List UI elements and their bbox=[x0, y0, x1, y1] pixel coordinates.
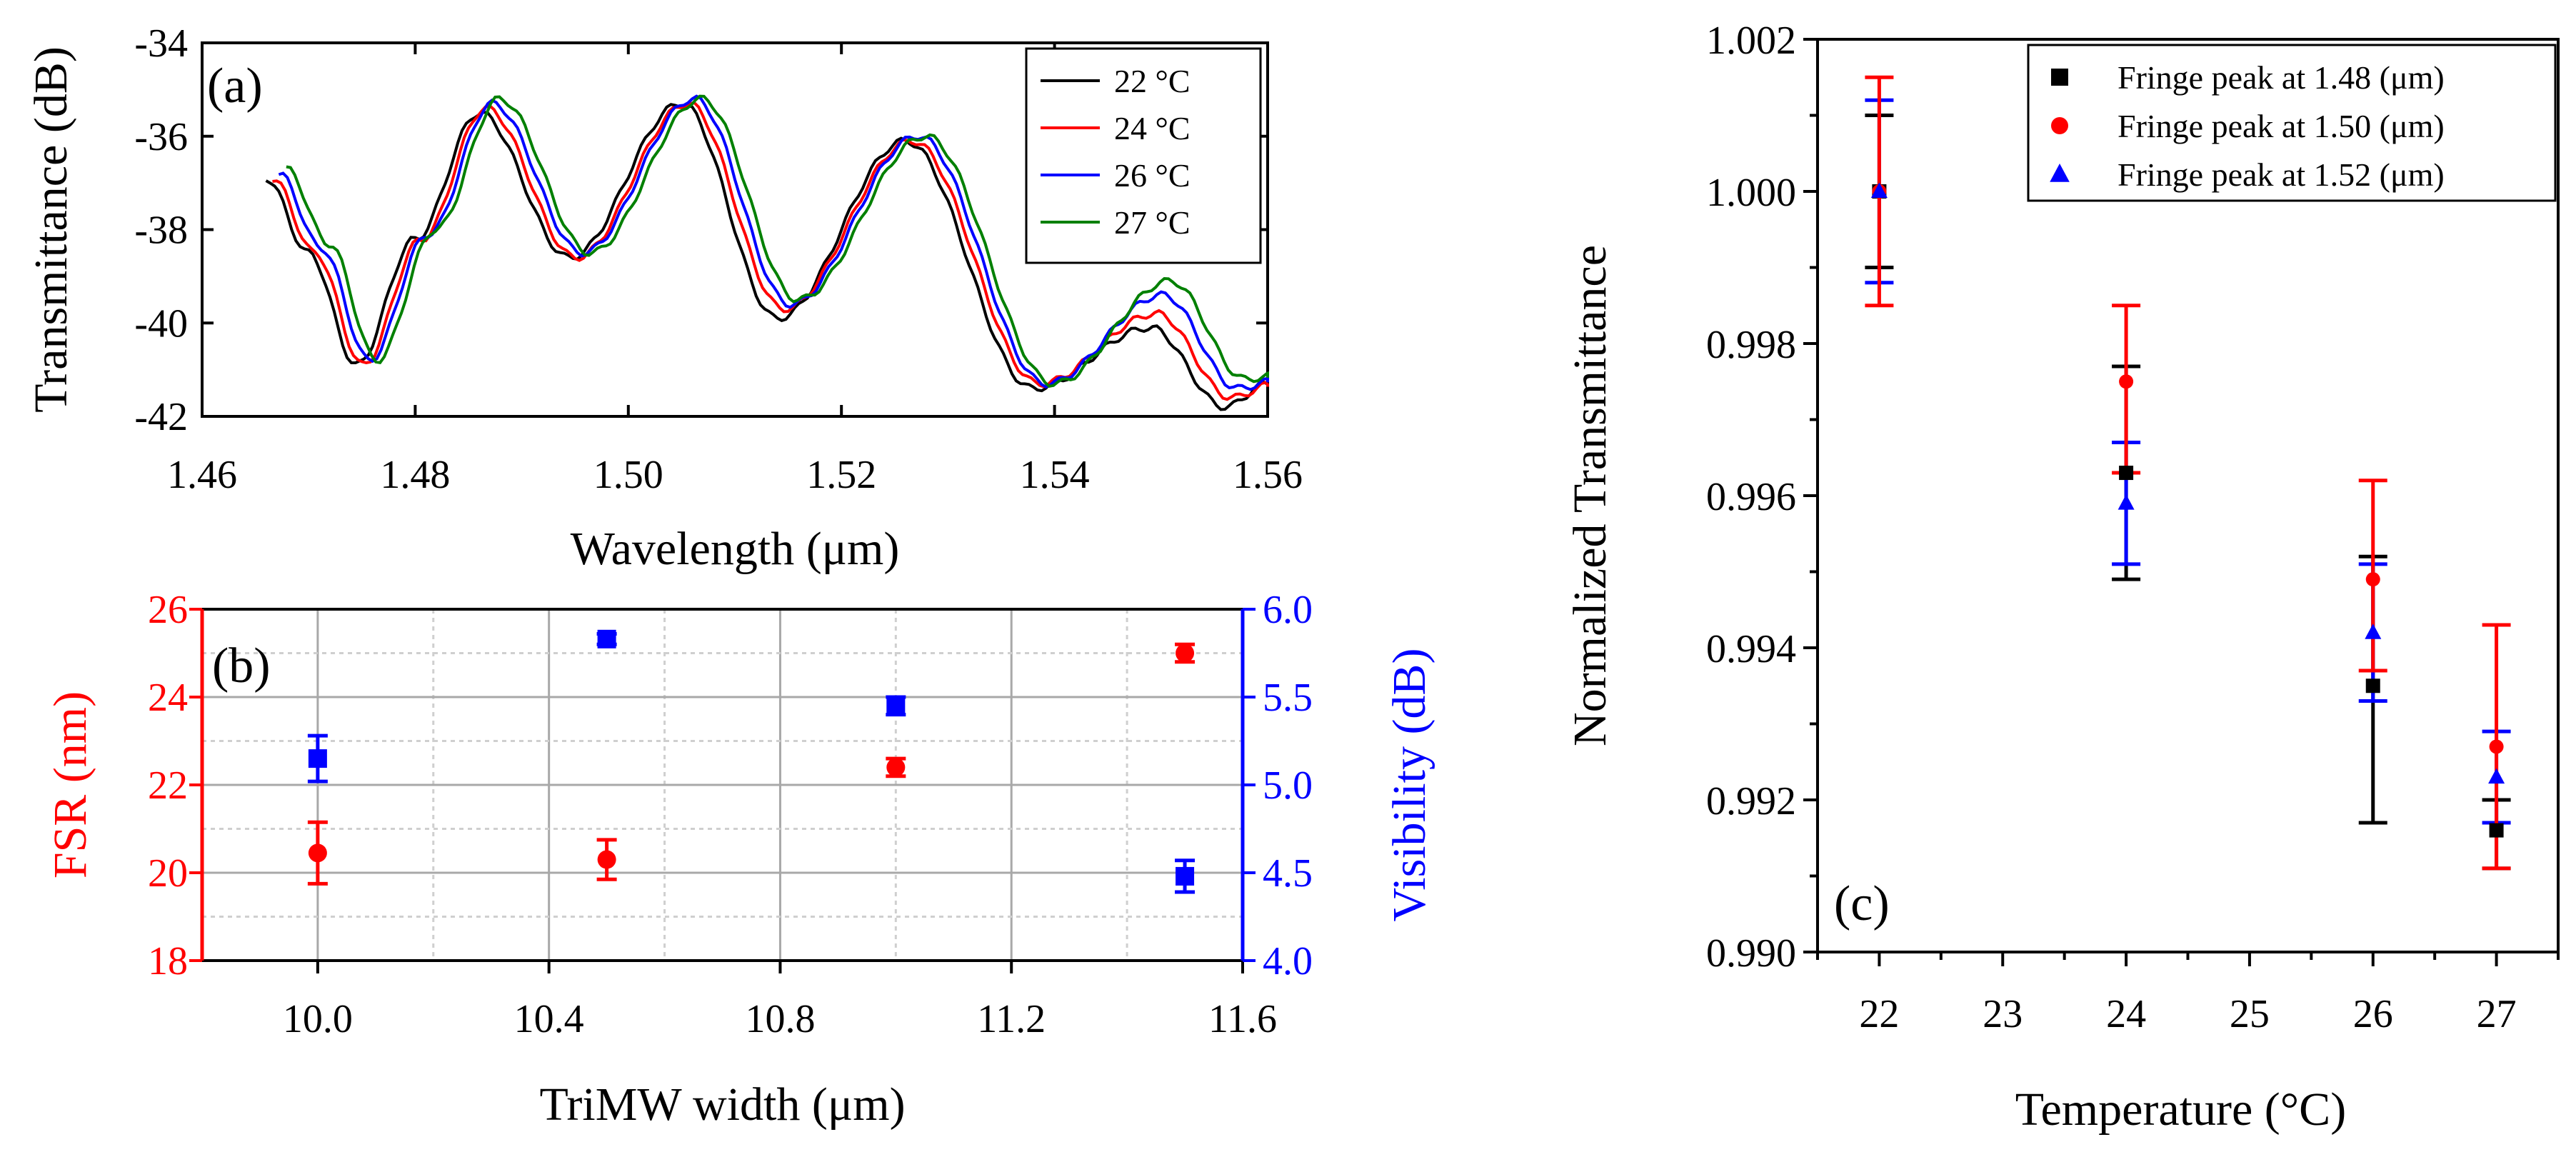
data-point-fsr bbox=[597, 850, 616, 869]
y-tick-label: 0.990 bbox=[1706, 931, 1796, 976]
y-tick-label: 0.998 bbox=[1706, 323, 1796, 367]
y2-tick-label: 6.0 bbox=[1263, 588, 1313, 632]
legend-label: 22 °C bbox=[1114, 63, 1191, 99]
x-tick-label: 22 bbox=[1859, 992, 1899, 1036]
x-tick-label: 1.54 bbox=[1020, 453, 1090, 497]
legend: 22 °C 24 °C 26 °C 27 °C bbox=[1025, 47, 1262, 264]
legend-marker bbox=[2050, 164, 2070, 182]
data-point-series-0 bbox=[2119, 466, 2134, 481]
legend-label: 27 °C bbox=[1114, 204, 1191, 241]
panel-label: (a) bbox=[207, 59, 263, 114]
x-tick-label: 24 bbox=[2106, 992, 2146, 1036]
data-point-visibility bbox=[308, 749, 327, 768]
legend-label: Fringe peak at 1.52 (μm) bbox=[2118, 156, 2445, 193]
y2-tick-label: 4.0 bbox=[1263, 939, 1313, 983]
legend: Fringe peak at 1.48 (μm) Fringe peak at 1… bbox=[2027, 44, 2557, 202]
data-point-series-2 bbox=[2365, 623, 2382, 639]
series-line-3 bbox=[286, 94, 1269, 389]
y-tick-label: -42 bbox=[134, 395, 188, 439]
legend-label: Fringe peak at 1.50 (μm) bbox=[2118, 108, 2445, 144]
panel-a-chart: 1.46 1.48 1.50 1.52 1.54 1.56 -42 -40 -38 -36 -34 W… bbox=[25, 21, 1303, 575]
y-tick-label: 1.002 bbox=[1706, 19, 1796, 63]
data-point-visibility bbox=[886, 696, 906, 716]
data-point-series-2 bbox=[2488, 768, 2505, 784]
data-point-fsr bbox=[1176, 643, 1195, 663]
y-tick-label: 18 bbox=[148, 939, 188, 983]
panel-label: (c) bbox=[1834, 876, 1890, 931]
y-tick-label: 1.000 bbox=[1706, 171, 1796, 215]
legend-frame bbox=[2027, 44, 2557, 202]
data-point-visibility bbox=[1176, 866, 1195, 886]
y-tick-label: -36 bbox=[134, 115, 188, 159]
x-tick-label: 1.46 bbox=[167, 453, 237, 497]
x-tick-label: 23 bbox=[1983, 992, 2023, 1036]
data-point-fsr bbox=[886, 758, 906, 777]
y-tick-label: -38 bbox=[134, 209, 188, 253]
y-axis-label: Transmittance (dB) bbox=[25, 46, 77, 413]
data-point-series-1 bbox=[2119, 374, 2134, 389]
y2-tick-label: 5.5 bbox=[1263, 676, 1313, 720]
y-tick-label: -34 bbox=[134, 21, 188, 66]
y-tick-label: 0.996 bbox=[1706, 475, 1796, 519]
data-point-series-1 bbox=[2489, 739, 2504, 754]
legend-label: 24 °C bbox=[1114, 110, 1191, 146]
y-tick-label: 26 bbox=[148, 588, 188, 632]
y-tick-label: 20 bbox=[148, 851, 188, 896]
y-tick-label: 22 bbox=[148, 763, 188, 808]
x-tick-label: 10.8 bbox=[745, 997, 815, 1041]
x-tick-label: 1.50 bbox=[593, 453, 663, 497]
x-tick-label: 10.0 bbox=[283, 997, 353, 1041]
y2-tick-label: 5.0 bbox=[1263, 763, 1313, 808]
panel-label: (b) bbox=[212, 638, 271, 693]
data-point-fsr bbox=[308, 843, 327, 863]
x-axis-label: Wavelength (μm) bbox=[571, 523, 900, 575]
x-tick-label: 1.56 bbox=[1233, 453, 1303, 497]
legend-marker bbox=[2051, 69, 2068, 86]
panel-b-chart: 10.0 10.4 10.8 11.2 11.6 18 20 22 24 26 4.0 4.5 5.0 5… bbox=[44, 588, 1435, 1131]
x-tick-label: 1.48 bbox=[380, 453, 450, 497]
y-tick-label: 0.992 bbox=[1706, 779, 1796, 823]
legend-frame bbox=[1025, 47, 1262, 264]
legend-marker bbox=[2051, 117, 2068, 134]
x-tick-label: 25 bbox=[2230, 992, 2270, 1036]
y2-tick-label: 4.5 bbox=[1263, 851, 1313, 896]
y-tick-label: -40 bbox=[134, 301, 188, 346]
y2-axis-label: Visibility (dB) bbox=[1383, 648, 1435, 922]
x-tick-label: 26 bbox=[2353, 992, 2393, 1036]
x-tick-label: 11.6 bbox=[1208, 997, 1277, 1041]
data-point-series-1 bbox=[2365, 572, 2380, 587]
y-axis-label: FSR (nm) bbox=[44, 691, 96, 878]
error-bar bbox=[2112, 304, 2141, 475]
legend-label: 26 °C bbox=[1114, 157, 1191, 194]
x-tick-label: 11.2 bbox=[977, 997, 1046, 1041]
data-point-series-2 bbox=[2118, 494, 2135, 510]
y-tick-label: 24 bbox=[148, 676, 188, 720]
data-point-series-2 bbox=[1870, 182, 1888, 198]
x-axis-label: TriMW width (μm) bbox=[539, 1078, 905, 1131]
y-tick-label: 0.994 bbox=[1706, 627, 1796, 671]
data-point-visibility bbox=[597, 629, 616, 648]
x-tick-label: 10.4 bbox=[514, 997, 584, 1041]
x-axis-label: Temperature (°C) bbox=[2015, 1083, 2346, 1136]
data-point-series-0 bbox=[2365, 678, 2380, 693]
x-tick-label: 27 bbox=[2477, 992, 2517, 1036]
legend-label: Fringe peak at 1.48 (μm) bbox=[2118, 59, 2445, 96]
y-axis-label: Normalized Transmittance bbox=[1564, 245, 1616, 746]
x-tick-label: 1.52 bbox=[806, 453, 876, 497]
panel-c-chart: 22 23 24 25 26 27 0.990 0.992 0.994 0.996 0.998 1.0… bbox=[1564, 19, 2560, 1136]
data-point-series-0 bbox=[2489, 823, 2504, 838]
